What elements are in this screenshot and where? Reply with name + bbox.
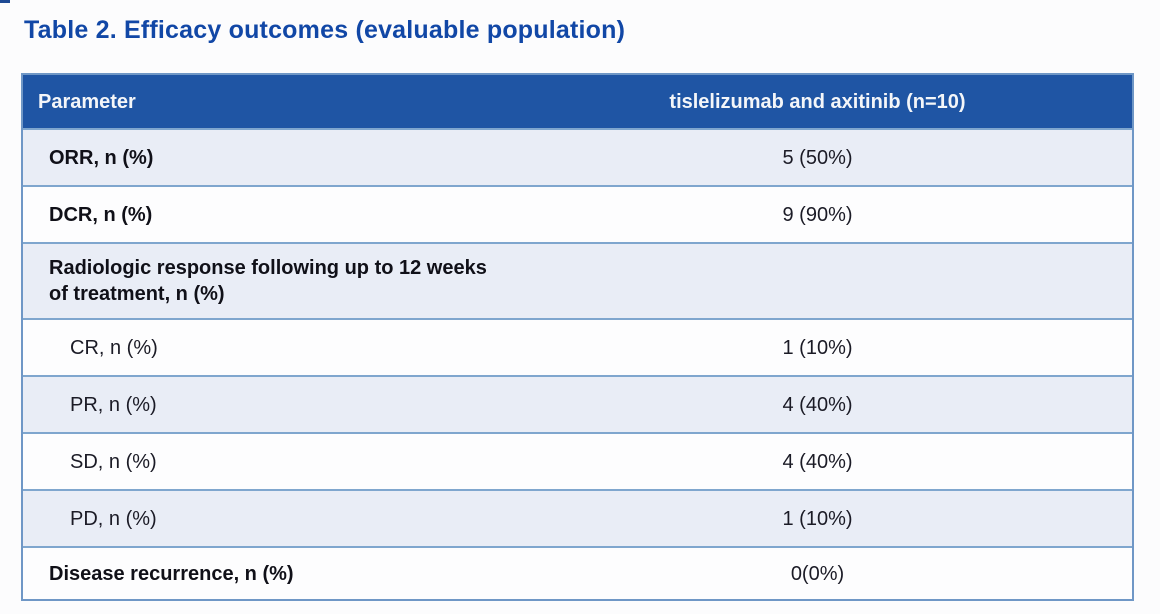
table-row-pr: PR, n (%) 4 (40%): [23, 375, 1132, 432]
table-row-cr: CR, n (%) 1 (10%): [23, 318, 1132, 375]
table-header-row: Parameter tislelizumab and axitinib (n=1…: [23, 75, 1132, 128]
row-value: 4 (40%): [782, 450, 853, 473]
header-cell-treatment: tislelizumab and axitinib (n=10): [669, 90, 966, 113]
table-row-disease-recurrence: Disease recurrence, n (%) 0(0%): [23, 546, 1132, 599]
row-label: Disease recurrence, n (%): [49, 562, 294, 585]
row-label: Radiologic response following up to 12 w…: [49, 257, 487, 305]
row-value: 0(0%): [790, 562, 845, 585]
table-title: Table 2. Efficacy outcomes (evaluable po…: [24, 16, 626, 44]
row-value: 9 (90%): [782, 203, 853, 226]
header-cell-parameter: Parameter: [38, 90, 136, 113]
table-row-sd: SD, n (%) 4 (40%): [23, 432, 1132, 489]
efficacy-outcomes-table: Parameter tislelizumab and axitinib (n=1…: [21, 73, 1134, 601]
row-label: PR, n (%): [70, 393, 157, 416]
row-label: ORR, n (%): [49, 146, 154, 169]
row-value: 4 (40%): [782, 393, 853, 416]
row-label: PD, n (%): [70, 507, 157, 530]
table-row-pd: PD, n (%) 1 (10%): [23, 489, 1132, 546]
row-value: 1 (10%): [782, 336, 853, 359]
row-value: 5 (50%): [782, 146, 853, 169]
table-row-dcr: DCR, n (%) 9 (90%): [23, 185, 1132, 242]
table-row-orr: ORR, n (%) 5 (50%): [23, 128, 1132, 185]
row-label: SD, n (%): [70, 450, 157, 473]
corner-mark: [0, 0, 10, 3]
row-value: 1 (10%): [782, 507, 853, 530]
row-label: DCR, n (%): [49, 203, 153, 226]
row-label: CR, n (%): [70, 336, 158, 359]
table-row-radiologic-response: Radiologic response following up to 12 w…: [23, 242, 1132, 318]
